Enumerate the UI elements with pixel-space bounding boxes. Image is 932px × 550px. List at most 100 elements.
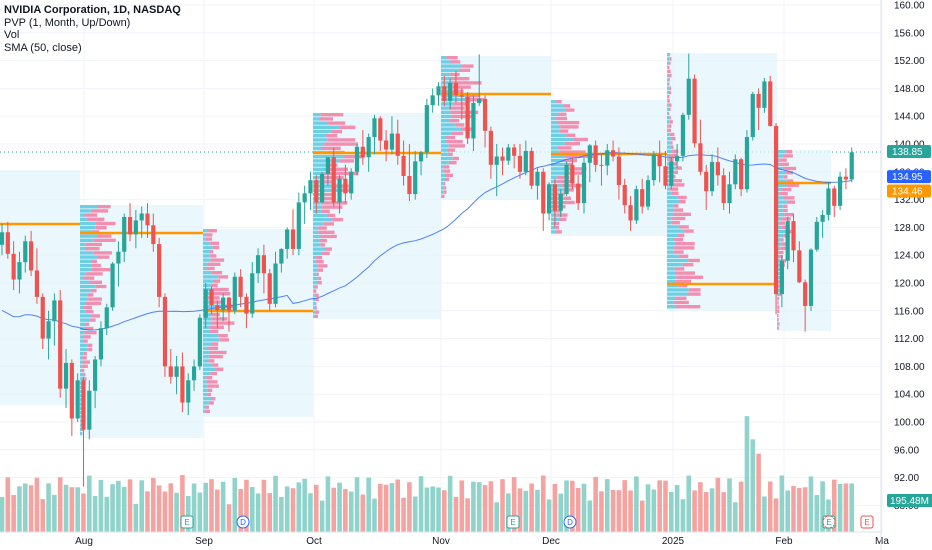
profile-bar-up — [80, 339, 84, 343]
candle — [814, 216, 819, 252]
volume-bar — [802, 487, 808, 532]
volume-bar — [325, 476, 331, 532]
candle-body — [849, 152, 854, 180]
profile-bar-down — [97, 205, 111, 209]
profile-bar-down — [445, 177, 450, 182]
volume-bar — [296, 482, 302, 532]
volume-bar — [209, 479, 214, 532]
profile-bar-down — [669, 120, 673, 124]
profile-bar-up — [80, 310, 86, 314]
indicator-vol-label[interactable]: Vol — [4, 29, 20, 41]
profile-bar-up — [551, 167, 574, 171]
profile-bar-down — [559, 129, 569, 133]
profile-bar-down — [674, 242, 695, 246]
profile-bar-up — [667, 279, 677, 284]
profile-bar-up — [313, 285, 315, 289]
profile-bar-up — [667, 99, 668, 103]
profile-bar-up — [203, 241, 211, 245]
candle-body — [215, 305, 220, 311]
candle-body — [244, 296, 249, 314]
profile-bar-up — [313, 239, 320, 243]
x-axis-tick-label: Sep — [195, 536, 213, 547]
profile-bar-down — [674, 237, 684, 242]
profile-bar-up — [667, 208, 675, 212]
profile-bar-down — [778, 322, 780, 326]
profile-bar-up — [313, 243, 321, 247]
volume-bar — [343, 489, 348, 532]
profile-bar-down — [667, 95, 670, 99]
event-marker-dividend[interactable]: D — [236, 515, 250, 529]
event-marker-label: E — [510, 518, 515, 527]
profile-bar-up — [80, 419, 81, 423]
price-tag-text: 134.95 — [892, 172, 923, 183]
profile-bar-down — [83, 335, 91, 339]
candle-body — [93, 359, 98, 391]
event-marker-earnings[interactable]: E — [180, 515, 194, 529]
candle — [110, 262, 115, 311]
profile-bar-down — [208, 359, 215, 363]
candle — [320, 171, 325, 204]
profile-bar-down — [319, 239, 328, 243]
profile-bar-down — [565, 163, 574, 167]
profile-bar-up — [80, 251, 94, 255]
candle — [570, 157, 575, 190]
profile-bar-down — [325, 134, 338, 138]
profile-bar-up — [80, 255, 98, 259]
profile-bar-up — [777, 263, 783, 267]
candle — [622, 178, 627, 214]
candle — [203, 283, 208, 329]
symbol-title[interactable]: NVIDIA Corporation, 1D, NASDAQ — [4, 4, 181, 16]
x-axis-tick-label: Aug — [75, 536, 93, 547]
event-marker-earnings[interactable]: E — [506, 515, 520, 529]
volume-bar — [500, 479, 505, 532]
candle — [453, 71, 459, 103]
profile-bar-up — [441, 182, 444, 186]
candle-body — [279, 248, 284, 264]
profile-bar-down — [319, 117, 333, 121]
volume-tag-text: 195.48M — [890, 496, 929, 507]
indicator-sma-label[interactable]: SMA (50, close) — [4, 41, 82, 54]
profile-bar-down — [687, 292, 701, 296]
profile-bar-up — [441, 161, 449, 165]
indicator-pvp-label[interactable]: PVP (1, Month, Up/Down) — [4, 16, 131, 29]
profile-bar-up — [667, 120, 670, 124]
profile-bar-down — [208, 350, 227, 355]
profile-bar-up — [313, 289, 314, 293]
candle — [424, 98, 429, 158]
profile-bar-down — [317, 264, 328, 268]
profile-bar-down — [557, 146, 572, 150]
profile-bar-down — [672, 183, 685, 187]
profile-bar-down — [674, 208, 684, 212]
profile-bar-down — [218, 275, 229, 279]
profile-bar-up — [203, 279, 215, 283]
profile-bar-up — [551, 221, 557, 226]
profile-bar-down — [779, 221, 785, 225]
candle-body — [372, 118, 377, 138]
candle — [378, 116, 383, 151]
candle — [157, 237, 162, 308]
profile-bar-down — [448, 161, 457, 165]
profile-bar-down — [443, 182, 446, 186]
candle — [779, 255, 784, 308]
x-axis-tick-label: Feb — [775, 536, 793, 547]
profile-bar-down — [669, 132, 675, 137]
profile-bar-up — [203, 329, 210, 334]
dividend-marker-circle — [563, 515, 577, 529]
event-marker-dividend[interactable]: D — [563, 515, 577, 529]
candle — [296, 192, 301, 256]
profile-bar-down — [777, 313, 779, 318]
volume-bar — [471, 481, 476, 532]
profile-bar-down — [561, 184, 582, 188]
profile-bar-up — [777, 305, 778, 309]
profile-bar-down — [209, 325, 224, 329]
candle-body — [448, 82, 453, 101]
profile-bar-up — [313, 306, 316, 310]
profile-bar-down — [780, 217, 791, 221]
candle — [471, 95, 476, 151]
candle-body — [162, 296, 168, 367]
profile-bar-down — [673, 179, 682, 183]
profile-bar-up — [80, 381, 83, 385]
profile-bar-down — [780, 238, 784, 242]
